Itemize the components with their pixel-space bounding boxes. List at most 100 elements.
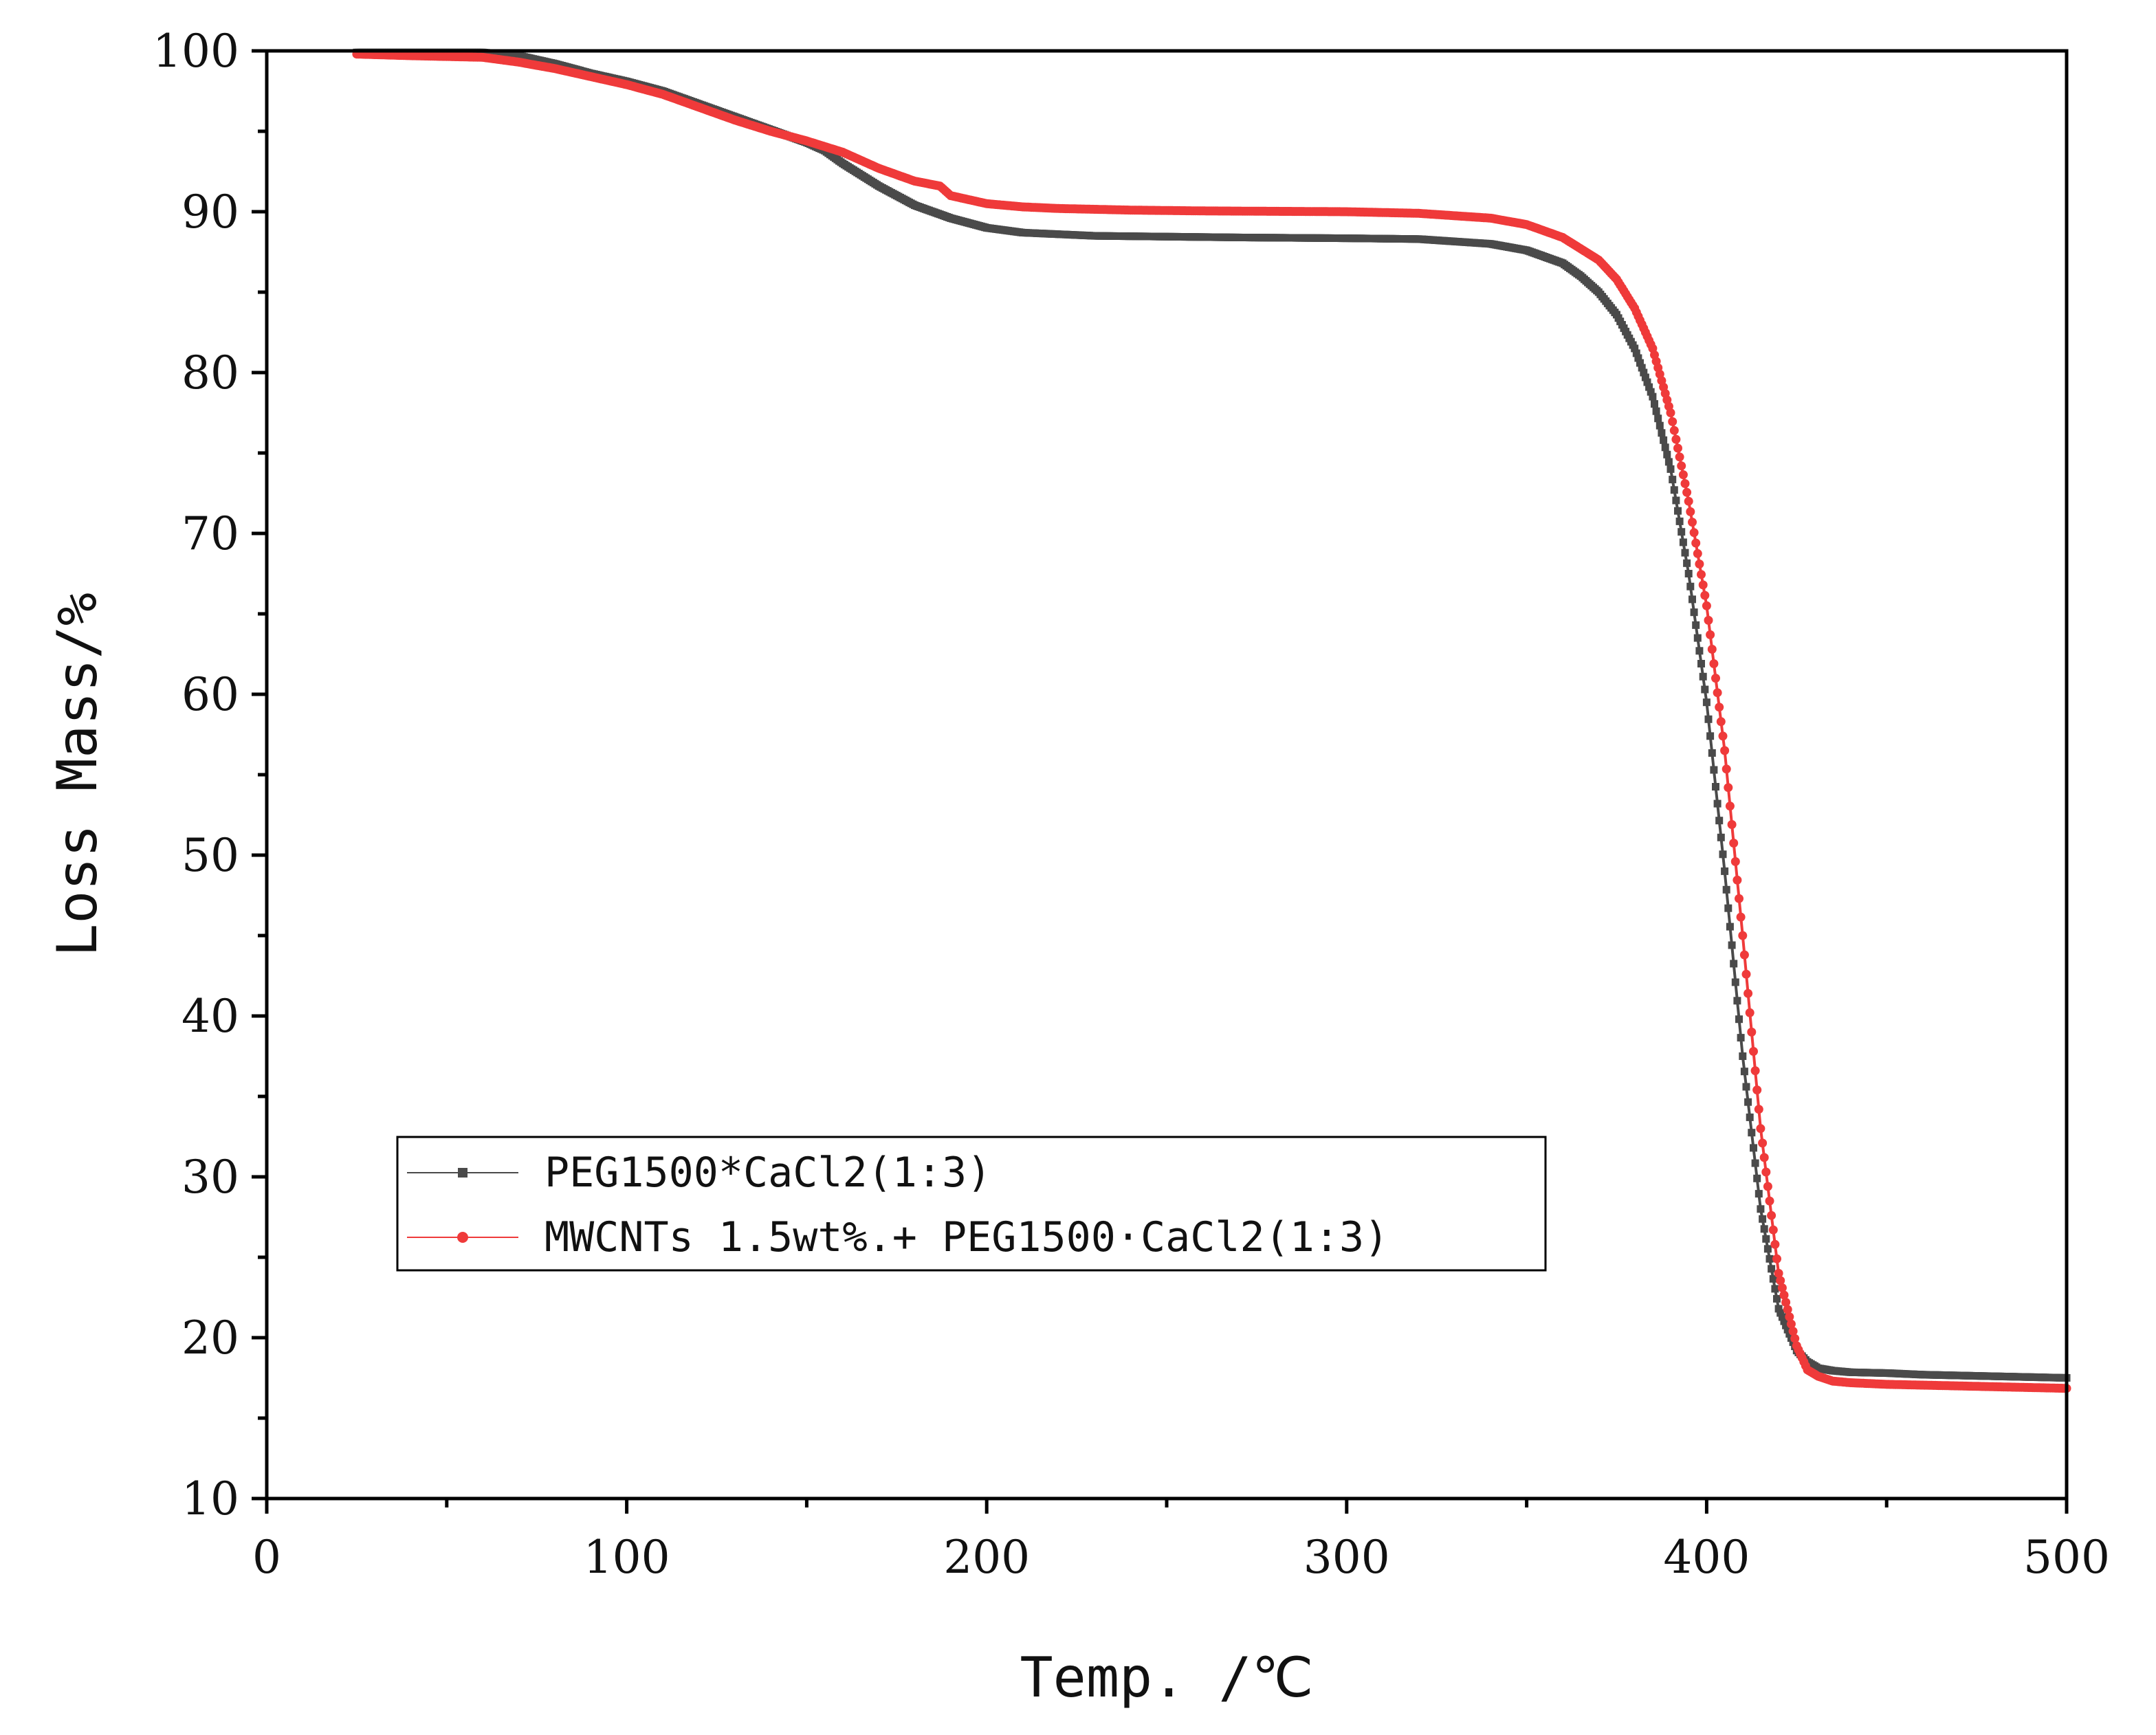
y-axis-title: Loss Mass/% xyxy=(45,593,109,957)
data-point xyxy=(1725,802,1735,811)
data-point xyxy=(1757,1205,1765,1213)
data-point xyxy=(1698,580,1708,590)
data-point xyxy=(1710,766,1718,774)
data-point xyxy=(1652,407,1660,415)
data-point xyxy=(1730,857,1740,866)
data-point xyxy=(1771,1285,1779,1293)
data-point xyxy=(1762,1235,1770,1243)
data-point xyxy=(1675,517,1684,525)
data-point xyxy=(1754,1190,1763,1198)
data-point xyxy=(1666,465,1675,473)
data-point xyxy=(1664,458,1673,466)
data-point xyxy=(1636,359,1644,367)
data-point xyxy=(1700,590,1710,600)
data-point xyxy=(1724,783,1733,793)
data-point xyxy=(1686,582,1695,590)
data-point xyxy=(1740,1068,1748,1076)
legend-marker-series-2 xyxy=(457,1232,468,1243)
x-tick-label: 200 xyxy=(943,1531,1030,1584)
data-point xyxy=(1728,941,1736,949)
data-point xyxy=(1768,1265,1776,1273)
data-point xyxy=(1651,400,1658,408)
data-point xyxy=(1675,452,1684,462)
data-point xyxy=(1768,1225,1778,1235)
data-point xyxy=(1739,950,1749,960)
data-point xyxy=(1786,1319,1796,1329)
data-point xyxy=(1641,373,1649,382)
data-point xyxy=(1663,450,1671,458)
data-point xyxy=(1708,749,1716,757)
data-point xyxy=(1730,960,1738,968)
data-point xyxy=(1759,1215,1767,1223)
y-tick-label: 20 xyxy=(182,1312,239,1364)
data-point xyxy=(1780,1317,1788,1325)
data-point xyxy=(1717,833,1725,841)
data-point xyxy=(1770,1239,1780,1249)
data-point xyxy=(1713,799,1722,808)
y-tick-label: 100 xyxy=(153,25,239,78)
data-point xyxy=(1678,470,1688,480)
data-point xyxy=(1752,1085,1762,1095)
data-point xyxy=(1666,408,1675,417)
data-point xyxy=(1721,867,1729,875)
y-tick-label: 60 xyxy=(182,668,239,721)
data-point xyxy=(1735,894,1744,903)
data-point xyxy=(1669,426,1679,435)
data-point xyxy=(1697,570,1706,579)
data-point xyxy=(1772,1254,1781,1263)
data-point xyxy=(1724,904,1732,912)
data-point xyxy=(1715,817,1724,825)
data-point xyxy=(1736,912,1746,922)
data-point xyxy=(1689,528,1699,538)
data-point xyxy=(1778,1313,1786,1321)
data-point xyxy=(1684,570,1693,577)
ticks-layer xyxy=(252,49,2069,1514)
data-point xyxy=(1763,1182,1772,1191)
data-point xyxy=(1753,1174,1761,1182)
data-point xyxy=(1645,383,1653,391)
data-point xyxy=(1765,1196,1774,1206)
data-point xyxy=(1679,538,1687,546)
data-point xyxy=(1766,1255,1774,1263)
data-point xyxy=(1754,1105,1763,1114)
data-point xyxy=(1756,1124,1766,1134)
series-2 xyxy=(352,49,2071,1393)
data-point xyxy=(1711,674,1720,683)
data-point xyxy=(1769,1274,1777,1283)
data-point xyxy=(1634,354,1642,362)
data-point xyxy=(1738,931,1748,940)
data-point xyxy=(1777,1283,1787,1292)
data-point xyxy=(1716,717,1726,727)
data-point xyxy=(1747,1027,1757,1037)
legend-marker-series-1 xyxy=(458,1168,468,1178)
x-tick-label: 400 xyxy=(1663,1531,1750,1584)
legend-label-series-1: PEG1500*CaCl2(1:3) xyxy=(544,1149,991,1197)
data-point xyxy=(1684,496,1693,506)
y-tick-label: 50 xyxy=(182,829,239,882)
data-point xyxy=(1760,1225,1768,1233)
data-point xyxy=(1706,630,1715,639)
data-point xyxy=(1739,1052,1747,1060)
plot-frame xyxy=(265,49,2069,1501)
labels-layer: 0 100 200 300 400 500 10 20 30 40 50 60 70 80 90 100 xyxy=(153,25,2110,1584)
data-point xyxy=(1715,703,1724,712)
data-point xyxy=(1704,715,1713,723)
data-point xyxy=(1693,634,1702,642)
data-point xyxy=(1720,746,1730,755)
data-point xyxy=(1719,850,1727,859)
data-point xyxy=(1706,732,1715,740)
data-point xyxy=(1744,988,1753,998)
data-point xyxy=(1748,1129,1756,1137)
data-point xyxy=(1654,415,1662,423)
data-point xyxy=(1701,685,1709,694)
data-point xyxy=(1729,839,1739,848)
data-point xyxy=(1712,783,1719,791)
data-point xyxy=(1774,1305,1783,1313)
data-point xyxy=(1783,1325,1792,1334)
data-point xyxy=(1776,1276,1785,1285)
data-point xyxy=(1660,436,1668,444)
y-tick-label: 10 xyxy=(182,1472,239,1525)
data-point xyxy=(1647,388,1655,396)
